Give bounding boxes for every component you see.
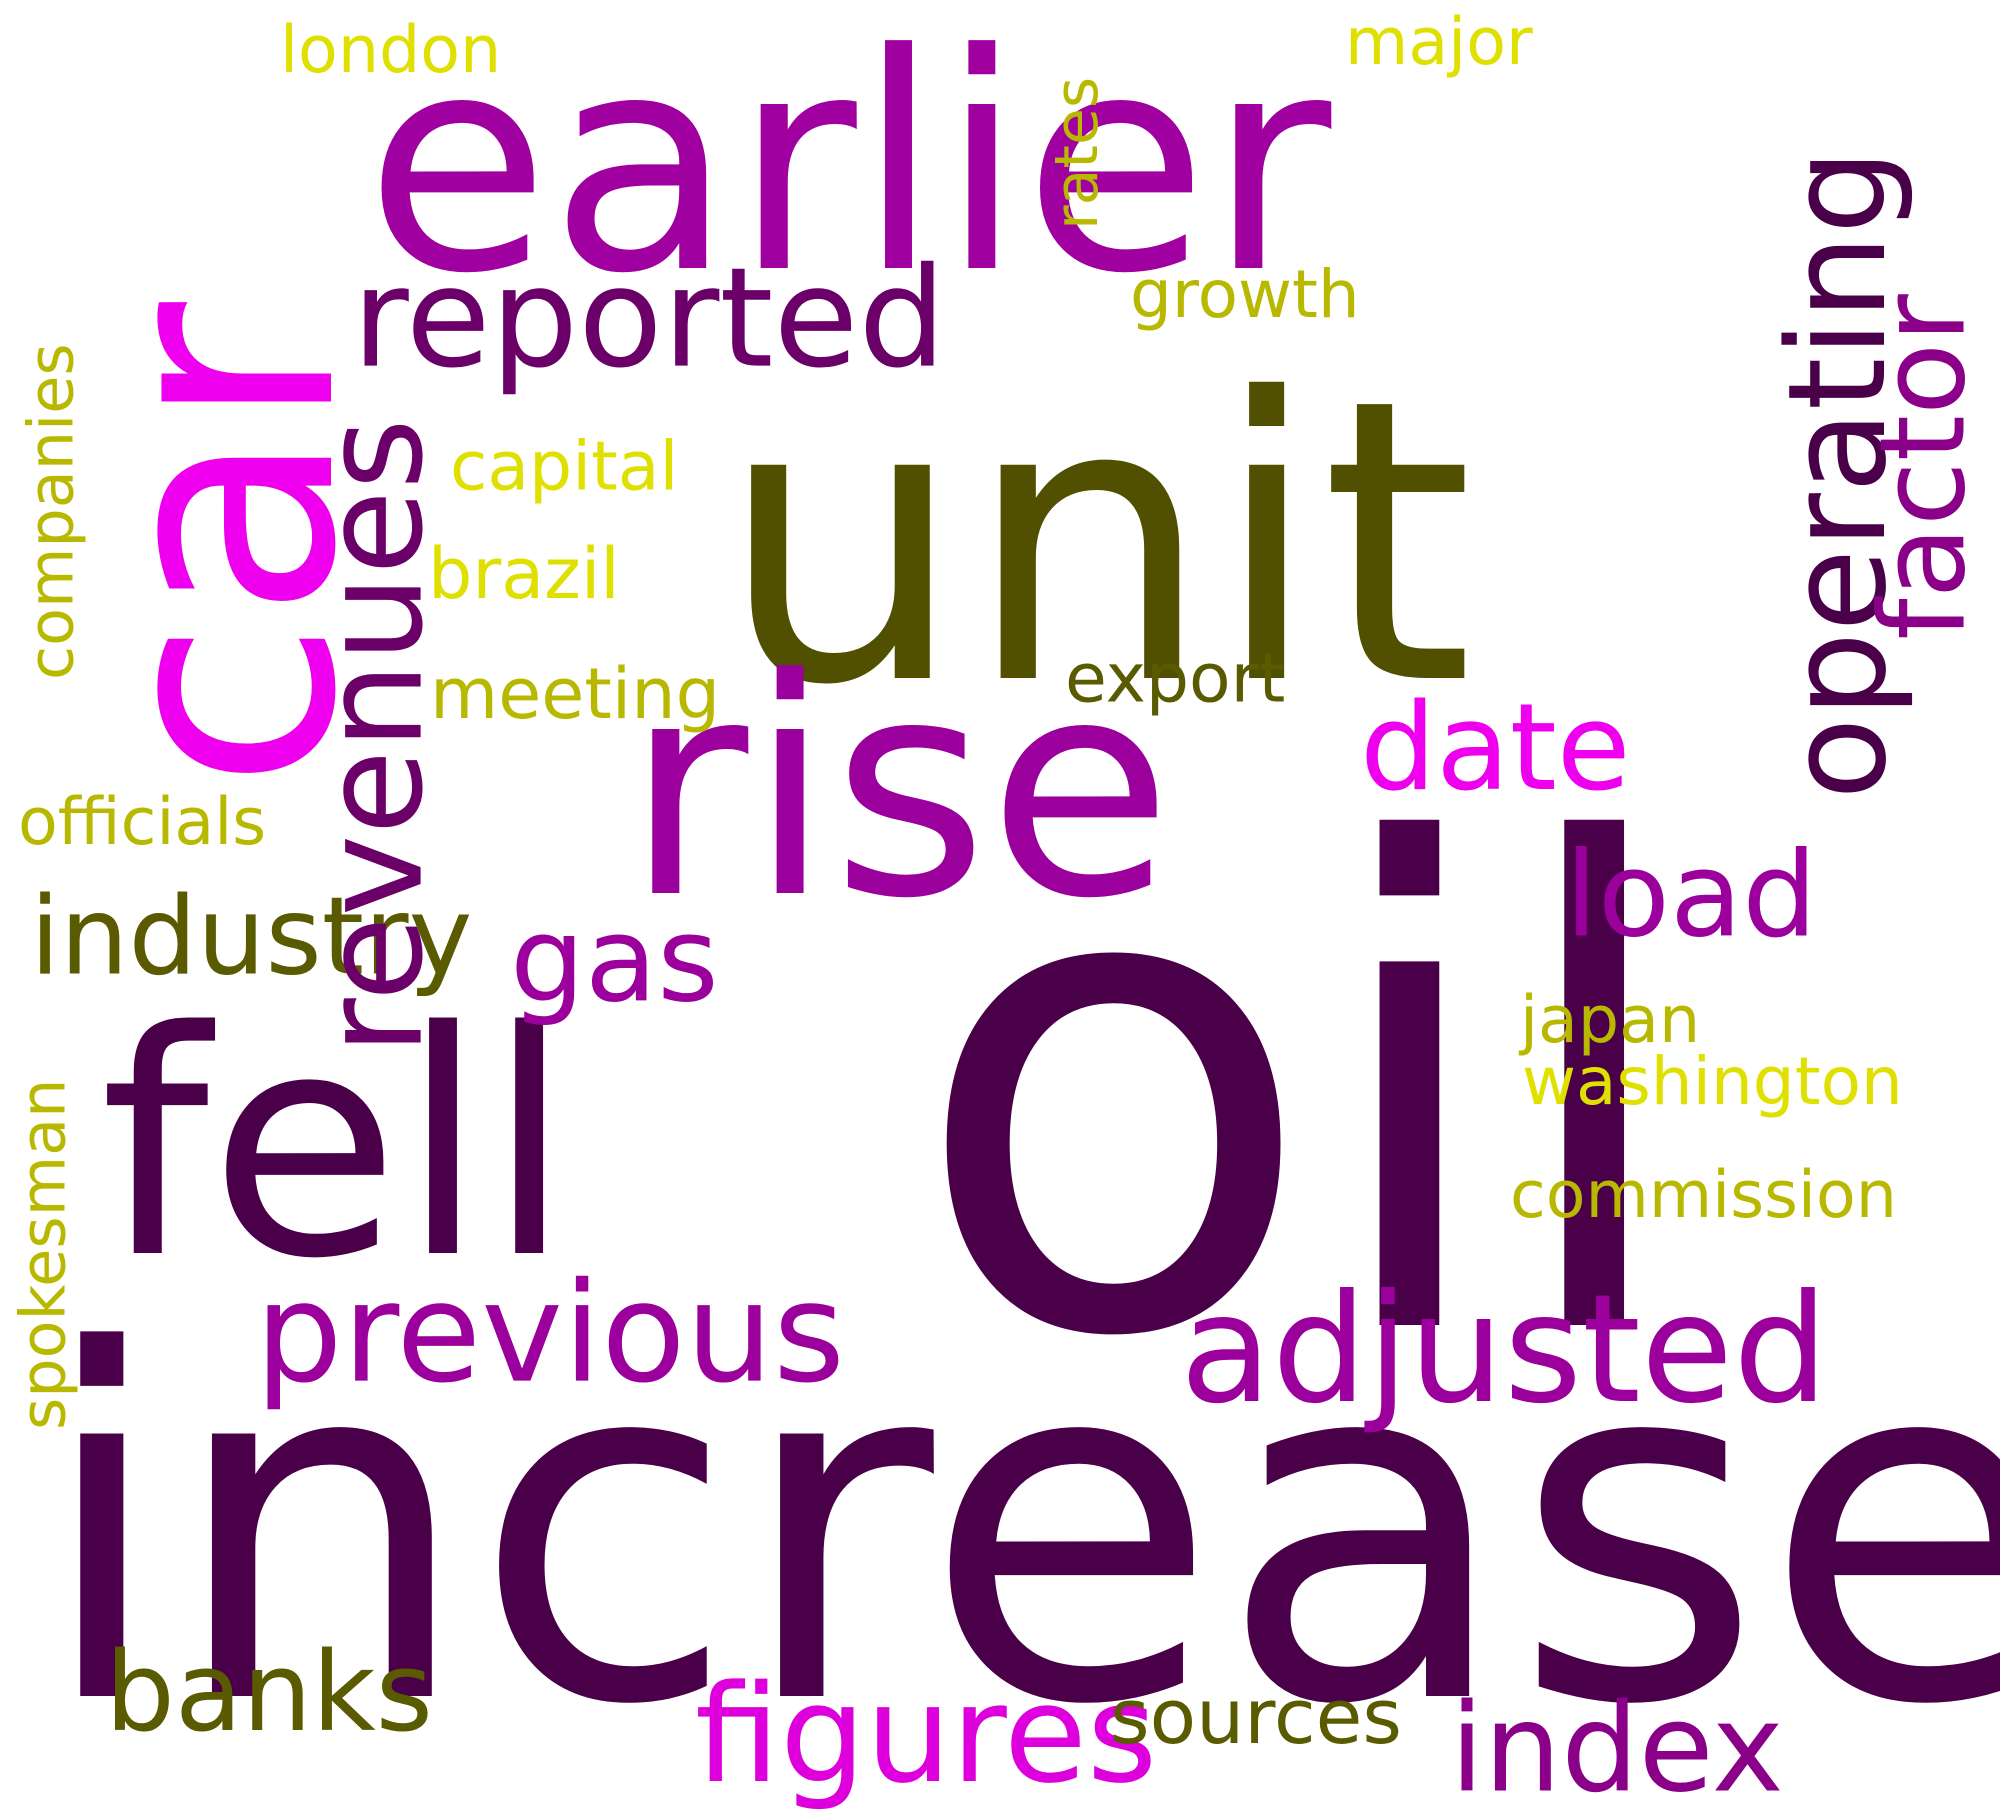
word-major: rates [1042,76,1112,230]
word-sources: export [1065,639,1286,719]
word-london: major [1345,5,1533,80]
word-companies: spokesman [6,1078,80,1430]
word-officials: london [280,13,502,88]
word-japan: commission [1510,1158,1897,1233]
word-revenues: revenues [292,418,454,1055]
word-brazil: meeting [430,653,721,735]
word-washington: growth [1130,256,1360,334]
word-export: washington [1522,1043,1903,1121]
word-previous: factor [1853,294,1992,640]
word-fell: fell [100,966,573,1327]
word-meeting: officials [18,785,267,860]
word-factor: figures [695,1656,1158,1813]
word-date: industry [30,874,473,1000]
word-increase: increase [35,1251,2000,1810]
word-index: gas [510,890,719,1029]
word-growth: capital [450,427,679,507]
word-reported: reported [352,237,946,399]
word-oil: oil [910,708,1687,1482]
word-rise: rise [625,615,1173,964]
word-figures: banks [105,1628,433,1756]
word-unit: unit [718,316,1474,770]
word-industry: sources [1110,1672,1402,1762]
word-rates: japan [1520,983,1701,1058]
word-banks: index [1450,1677,1784,1819]
word-commission: companies [14,343,88,680]
word-adjusted: previous [255,1252,846,1414]
word-earlier: earlier [365,0,1332,339]
word-increased: adjusted [1180,1263,1829,1437]
word-load: date [1360,679,1631,818]
word-capital: brazil [428,533,620,615]
word-gas: load [1565,825,1818,964]
